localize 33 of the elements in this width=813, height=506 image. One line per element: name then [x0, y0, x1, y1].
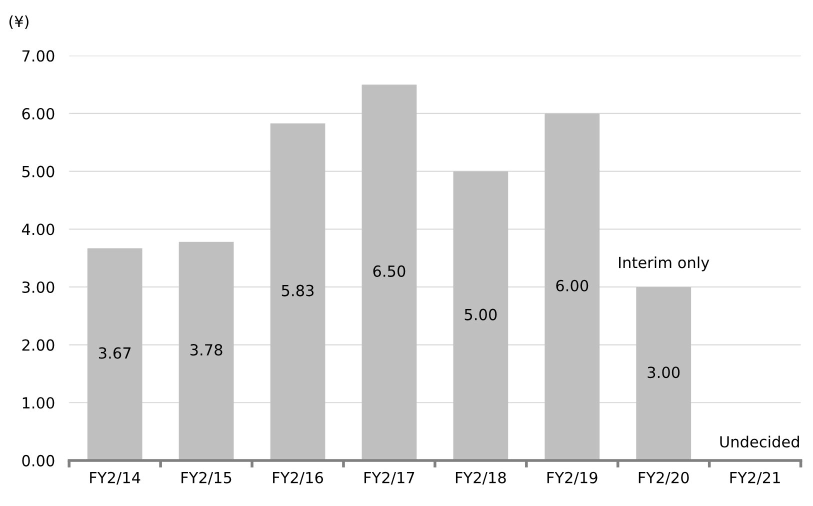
bar: [270, 123, 326, 460]
y-tick-label: 1.00: [22, 397, 54, 409]
data-label: 3.00: [648, 366, 680, 378]
data-label: 3.78: [190, 344, 222, 356]
data-label: 3.67: [98, 347, 131, 359]
data-label: 6.00: [556, 280, 588, 292]
y-tick-label: 4.00: [22, 224, 54, 236]
data-label: 6.50: [373, 265, 406, 277]
x-tick-label: FY2/17: [364, 472, 414, 485]
bar: [362, 84, 417, 460]
y-axis-title: (¥): [9, 15, 28, 29]
annotation: Interim only: [619, 256, 710, 272]
bar: [453, 171, 508, 460]
x-tick-label: FY2/20: [638, 472, 689, 485]
y-tick-label: 7.00: [22, 50, 54, 62]
x-tick-label: FY2/19: [547, 472, 598, 485]
x-tick-label: FY2/14: [90, 472, 140, 485]
data-label: 5.00: [464, 308, 497, 320]
x-tick-label: FY2/18: [456, 472, 506, 485]
y-tick-label: 3.00: [22, 281, 54, 293]
bar: [178, 242, 234, 460]
x-tick-label: FY2/15: [182, 472, 232, 485]
bar: [636, 286, 692, 460]
y-tick-label: 2.00: [22, 339, 54, 351]
y-tick-label: 5.00: [22, 166, 54, 178]
bar: [87, 248, 142, 460]
y-tick-label: 6.00: [22, 108, 54, 120]
x-tick-label: FY2/21: [730, 472, 780, 485]
data-label: 5.83: [282, 284, 314, 296]
bar: [544, 113, 600, 460]
annotation: Undecided: [720, 436, 799, 448]
y-tick-label: 0.00: [22, 454, 54, 466]
x-tick-label: FY2/16: [273, 472, 324, 485]
